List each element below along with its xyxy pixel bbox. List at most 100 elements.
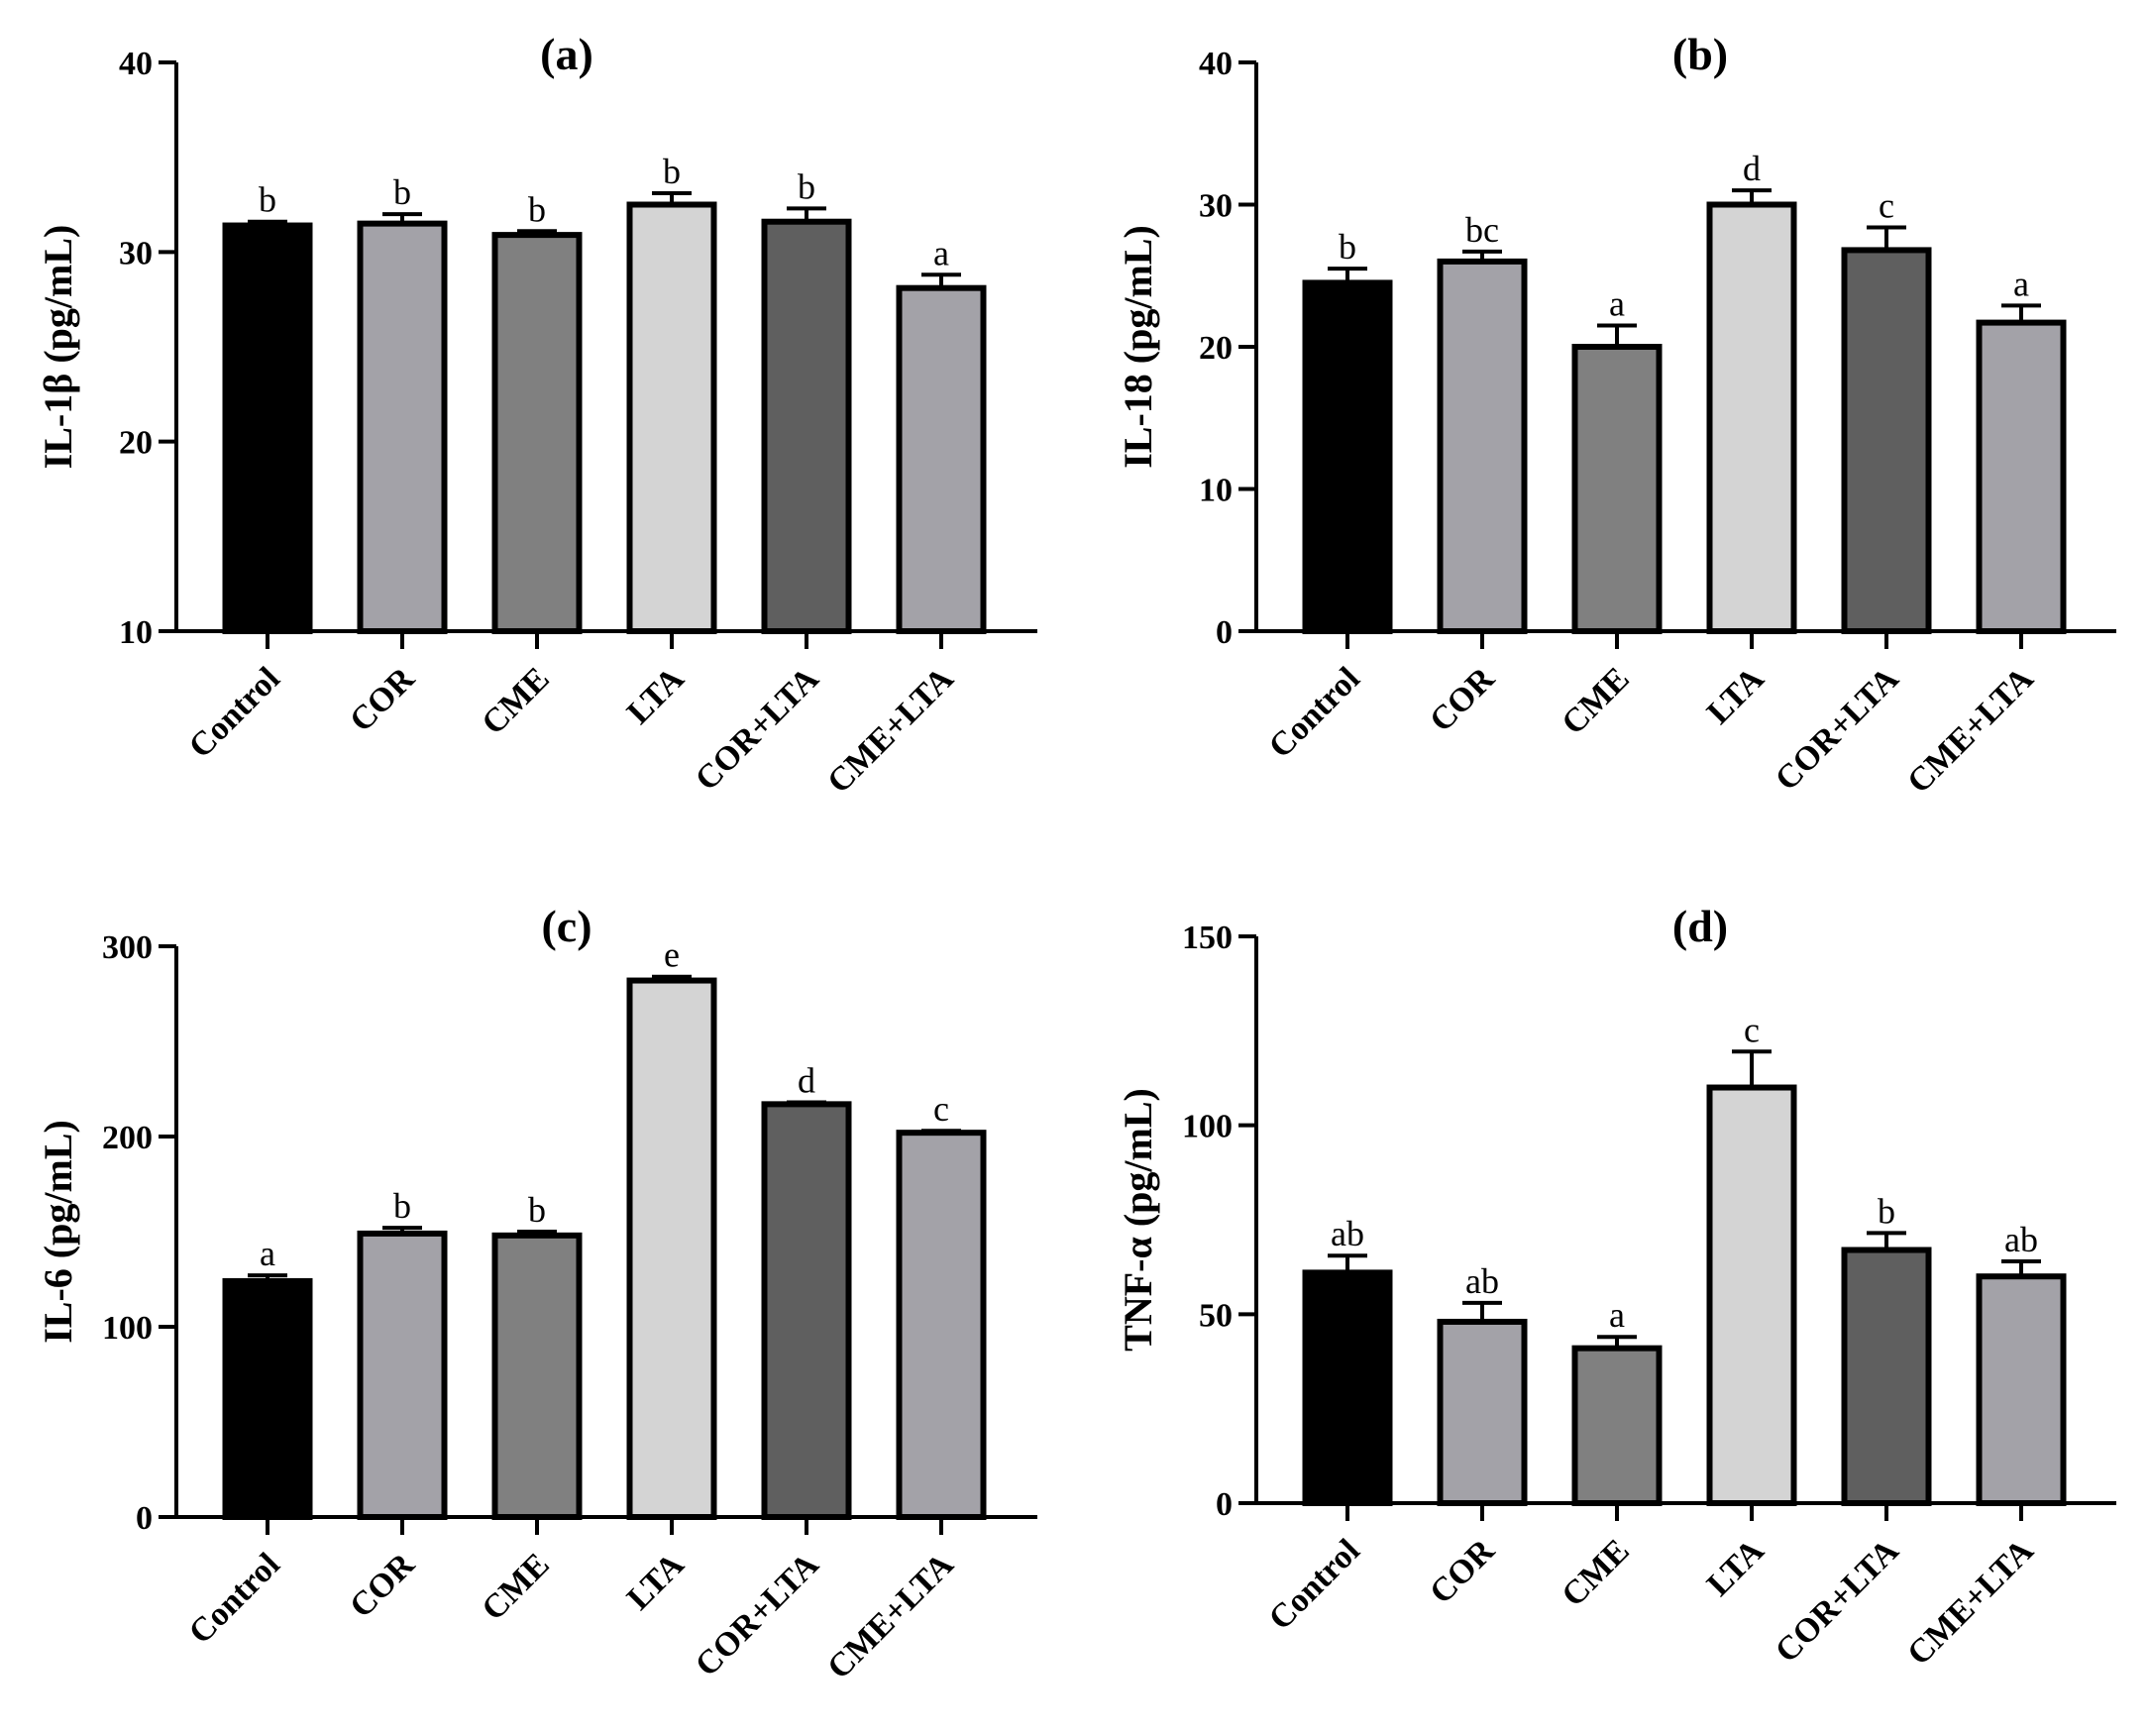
y-tick-label: 0 <box>1216 614 1233 651</box>
significance-label: b <box>528 1190 546 1230</box>
x-tick-label: CME+LTA <box>820 1546 961 1686</box>
significance-label: ab <box>1331 1214 1364 1253</box>
y-tick-label: 20 <box>1199 330 1233 367</box>
significance-label: d <box>798 1060 815 1100</box>
x-tick-label: Control <box>182 660 287 765</box>
significance-label: a <box>1609 283 1625 323</box>
y-tick-label: 10 <box>119 614 153 651</box>
significance-label: b <box>798 166 815 206</box>
x-tick-label: Control <box>1262 1532 1367 1637</box>
significance-label: d <box>1743 149 1761 188</box>
x-tick-label: COR <box>1423 1532 1502 1611</box>
bar-cme <box>1571 344 1663 634</box>
panel-title: (d) <box>1672 901 1728 951</box>
panel-title: (a) <box>540 29 593 79</box>
panel-b: (b) IL-18 (pg/mL) 0 10 20 30 40 b Control bc COR a C… <box>1116 29 2116 801</box>
bar-cor-plus-lta <box>1841 1247 1932 1507</box>
bar-cme <box>491 1232 583 1520</box>
x-tick-label: CME <box>1555 1532 1636 1613</box>
y-tick-label: 40 <box>119 46 153 82</box>
y-tick-label: 200 <box>102 1120 153 1156</box>
y-axis-label: IL-6 (pg/mL) <box>36 1120 80 1344</box>
bar-lta <box>626 201 717 634</box>
significance-label: b <box>528 189 546 229</box>
y-tick-label: 0 <box>136 1500 153 1537</box>
significance-label: b <box>663 152 681 191</box>
y-tick-label: 50 <box>1199 1297 1233 1334</box>
bar-cor <box>1437 1318 1528 1506</box>
y-axis-label: IL-1β (pg/mL) <box>36 225 80 470</box>
significance-label: b <box>393 1186 411 1226</box>
x-tick-label: Control <box>182 1546 287 1651</box>
x-tick-label: LTA <box>620 1546 692 1617</box>
y-tick-label: 0 <box>1216 1486 1233 1523</box>
significance-label: e <box>664 935 680 975</box>
x-tick-label: LTA <box>1700 660 1772 731</box>
x-tick-label: CME <box>475 1546 556 1627</box>
x-tick-label: COR <box>1423 660 1502 739</box>
y-tick-label: 100 <box>1182 1109 1233 1145</box>
significance-label: a <box>2013 264 2029 303</box>
significance-label: b <box>393 172 411 212</box>
bar-lta <box>626 977 717 1520</box>
y-tick-label: 100 <box>102 1310 153 1347</box>
bar-cme-plus-lta <box>896 1130 987 1521</box>
bar-cme-plus-lta <box>1976 319 2067 634</box>
panel-c: (c) IL-6 (pg/mL) 0 100 200 300 a Control b COR b CM… <box>36 901 1037 1686</box>
y-tick-label: 20 <box>119 425 153 462</box>
y-tick-label: 300 <box>102 929 153 966</box>
x-tick-label: LTA <box>1700 1532 1772 1603</box>
significance-label: ab <box>2004 1220 2038 1259</box>
x-tick-label: CME <box>475 660 556 741</box>
significance-label: a <box>933 233 949 272</box>
significance-label: ab <box>1465 1261 1499 1301</box>
bar-cme <box>491 232 583 634</box>
x-tick-label: CME+LTA <box>1900 1532 2041 1673</box>
y-tick-label: 150 <box>1182 920 1233 956</box>
significance-label: c <box>1744 1010 1760 1049</box>
bar-cor <box>1437 258 1528 634</box>
bar-lta <box>1706 1084 1797 1506</box>
x-tick-label: CME+LTA <box>820 660 961 801</box>
panel-a: (a) IL-1β (pg/mL) 10 20 30 40 b Control b COR b CME… <box>36 29 1037 801</box>
x-tick-label: LTA <box>620 660 692 731</box>
bar-cme-plus-lta <box>1976 1273 2067 1506</box>
y-tick-label: 10 <box>1199 473 1233 509</box>
bar-control <box>1302 1269 1393 1507</box>
significance-label: c <box>933 1089 949 1129</box>
bar-cor-plus-lta <box>761 218 852 634</box>
significance-label: a <box>1609 1295 1625 1335</box>
bar-control <box>222 222 313 634</box>
bar-cor <box>357 1230 448 1521</box>
significance-label: b <box>1339 227 1356 267</box>
significance-label: b <box>1878 1191 1895 1231</box>
bar-cor-plus-lta <box>761 1101 852 1520</box>
y-axis-label: IL-18 (pg/mL) <box>1116 225 1160 469</box>
x-tick-label: COR+LTA <box>689 660 826 798</box>
bar-cor-plus-lta <box>1841 247 1932 634</box>
bar-control <box>1302 279 1393 634</box>
x-tick-label: Control <box>1262 660 1367 765</box>
x-tick-label: COR <box>343 1546 422 1625</box>
y-axis-label: TNF-α (pg/mL) <box>1116 1088 1160 1352</box>
bar-cme-plus-lta <box>896 284 987 634</box>
panel-title: (c) <box>541 901 591 951</box>
significance-label: b <box>259 180 276 220</box>
bar-cor <box>357 220 448 634</box>
bar-control <box>222 1277 313 1521</box>
bar-lta <box>1706 201 1797 634</box>
y-tick-label: 30 <box>119 235 153 271</box>
significance-label: a <box>260 1234 275 1273</box>
y-tick-label: 30 <box>1199 188 1233 225</box>
x-tick-label: COR+LTA <box>1769 660 1906 798</box>
panel-title: (b) <box>1672 29 1728 79</box>
x-tick-label: COR+LTA <box>1769 1532 1906 1670</box>
significance-label: c <box>1879 185 1894 225</box>
y-tick-label: 40 <box>1199 46 1233 82</box>
x-tick-label: COR+LTA <box>689 1546 826 1683</box>
panel-d: (d)TNF-α (pg/mL)050100150abControlabCORa… <box>1116 901 2116 1673</box>
x-tick-label: CME <box>1555 660 1636 741</box>
significance-label: bc <box>1465 210 1499 250</box>
bar-cme <box>1571 1345 1663 1506</box>
